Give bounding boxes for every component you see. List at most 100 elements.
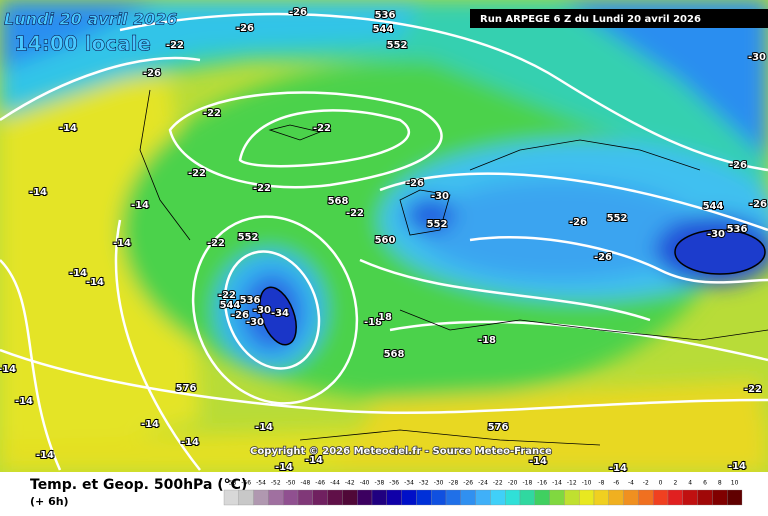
map-label: 552 <box>607 213 628 224</box>
map-label: -22 <box>346 208 364 219</box>
scale-label: -8 <box>598 480 604 487</box>
scale-swatch <box>431 489 447 506</box>
scale-label: -10 <box>582 480 592 487</box>
scale-label: -50 <box>286 480 296 487</box>
map-label: -14 <box>529 456 547 467</box>
map-label: -18 <box>364 317 382 328</box>
scale-swatch <box>268 489 284 506</box>
map-label: -26 <box>729 160 747 171</box>
map-label: 560 <box>375 235 396 246</box>
scale-swatch <box>697 489 713 506</box>
map-label: -34 <box>271 308 289 319</box>
map-label: -14 <box>141 419 159 430</box>
scale-label: -2 <box>643 480 649 487</box>
map-label: -14 <box>59 123 77 134</box>
scale-label: -40 <box>360 480 370 487</box>
scale-label: -32 <box>419 480 429 487</box>
scale-swatch <box>712 489 728 506</box>
map-label: 536 <box>375 10 396 21</box>
map-label: -30 <box>253 305 271 316</box>
scale-label: -58 <box>226 480 236 487</box>
map-label: 544 <box>703 201 724 212</box>
scale-label: 2 <box>673 480 677 487</box>
scale-label: -14 <box>552 480 562 487</box>
map-label: 568 <box>384 349 405 360</box>
map-label: -14 <box>305 455 323 466</box>
scale-label: -34 <box>404 480 414 487</box>
map-label: -26 <box>569 217 587 228</box>
scale-swatch <box>386 489 402 506</box>
scale-swatch <box>297 489 313 506</box>
scale-swatch <box>445 489 461 506</box>
scale-label: -46 <box>315 480 325 487</box>
scale-swatch <box>682 489 698 506</box>
run-bar <box>470 9 768 28</box>
scale-label: -12 <box>567 480 577 487</box>
scale-label: -52 <box>271 480 281 487</box>
scale-swatch <box>727 489 743 506</box>
map-label: -22 <box>744 384 762 395</box>
map-label: -14 <box>131 200 149 211</box>
map-label: -22 <box>188 168 206 179</box>
date: Lundi 20 avril 2026 <box>4 10 178 29</box>
map-label: -14 <box>15 396 33 407</box>
scale-label: -18 <box>522 480 532 487</box>
map-label: 544 <box>373 24 394 35</box>
map-label: -30 <box>246 317 264 328</box>
map-labels: -26 -26 536 544 552 -22 -26 -14 -22 -22 -22 -22 568 -… <box>0 6 768 475</box>
map-label: -26 <box>143 68 161 79</box>
scale-label: -44 <box>330 480 340 487</box>
map-label: -14 <box>728 461 746 472</box>
scale-label: 0 <box>659 480 663 487</box>
scale-swatch <box>357 489 373 506</box>
scale-swatch <box>401 489 417 506</box>
scale-label: 6 <box>703 480 707 487</box>
scale-swatch <box>342 489 358 506</box>
scale-swatch <box>460 489 476 506</box>
map-label: 576 <box>176 383 197 394</box>
map-label: -22 <box>313 123 331 134</box>
scale-label: -20 <box>508 480 518 487</box>
scale-label: -48 <box>300 480 310 487</box>
map-label: 544 <box>220 300 241 311</box>
scale-swatch <box>534 489 550 506</box>
map-label: -14 <box>181 437 199 448</box>
scale-label: -42 <box>345 480 355 487</box>
legend-step: (+ 6h) <box>30 495 69 508</box>
scale-swatch <box>475 489 491 506</box>
map-label: -26 <box>594 252 612 263</box>
scale-swatch <box>519 489 535 506</box>
map-label: -14 <box>113 238 131 249</box>
map-label: -14 <box>36 450 54 461</box>
map-label: 552 <box>238 232 259 243</box>
map-label: -26 <box>289 7 307 18</box>
scale-label: 8 <box>718 480 722 487</box>
legend-title: Temp. et Geop. 500hPa (°C) <box>30 477 247 493</box>
scale-swatch <box>238 489 254 506</box>
scale-swatch <box>579 489 595 506</box>
scale-swatch <box>283 489 299 506</box>
scale-label: -4 <box>628 480 634 487</box>
scale-label: 4 <box>688 480 692 487</box>
scale-swatch <box>593 489 609 506</box>
scale-label: -36 <box>389 480 399 487</box>
scale-swatch <box>638 489 654 506</box>
scale-label: 10 <box>731 480 739 487</box>
map-label: -30 <box>707 229 725 240</box>
map-label: -14 <box>86 277 104 288</box>
map-label: -22 <box>203 108 221 119</box>
scale-label: -22 <box>493 480 503 487</box>
scale-swatch <box>667 489 683 506</box>
scale-label: -38 <box>374 480 384 487</box>
map-label: -22 <box>166 40 184 51</box>
map-label: -14 <box>29 187 47 198</box>
time: 14:00 locale <box>14 32 151 56</box>
map-label: -14 <box>69 268 87 279</box>
map-label: 18 <box>378 312 392 323</box>
scale-swatch <box>416 489 432 506</box>
scale-label: -28 <box>448 480 458 487</box>
scale-label: -30 <box>434 480 444 487</box>
scale-swatch <box>253 489 269 506</box>
scale-swatch <box>653 489 669 506</box>
